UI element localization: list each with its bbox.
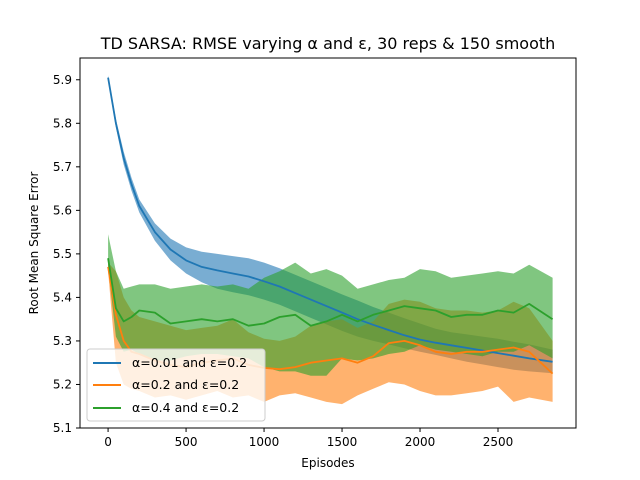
axes-frame bbox=[79, 57, 577, 429]
chart-title: TD SARSA: RMSE varying α and ε, 30 reps … bbox=[100, 34, 556, 53]
legend-box bbox=[86, 348, 266, 422]
x-tick-label: 2500 bbox=[483, 435, 514, 449]
band-series-3 bbox=[108, 234, 553, 376]
y-tick-label: 5.6 bbox=[53, 203, 72, 217]
x-axis-ticks: 0 500 1000 1500 2000 2500 bbox=[104, 428, 513, 449]
y-tick-label: 5.9 bbox=[53, 73, 72, 87]
line-series-1 bbox=[107, 77, 553, 363]
legend: α=0.01 and ε=0.2 α=0.2 and ε=0.2 α=0.4 a… bbox=[86, 348, 266, 422]
y-tick-label: 5.7 bbox=[53, 160, 72, 174]
x-tick-label: 500 bbox=[175, 435, 198, 449]
x-tick-label: 1000 bbox=[249, 435, 280, 449]
y-tick-label: 5.8 bbox=[53, 116, 72, 130]
x-tick-label: 2000 bbox=[405, 435, 436, 449]
legend-label-series-2: α=0.2 and ε=0.2 bbox=[132, 377, 239, 392]
legend-label-series-3: α=0.4 and ε=0.2 bbox=[132, 400, 239, 415]
y-tick-label: 5.3 bbox=[53, 334, 72, 348]
y-axis-ticks: 5.1 5.2 5.3 5.4 5.5 5.6 5.7 5.8 5.9 bbox=[53, 73, 80, 435]
x-tick-label: 1500 bbox=[327, 435, 358, 449]
y-axis-label: Root Mean Square Error bbox=[27, 172, 41, 315]
y-tick-label: 5.4 bbox=[53, 290, 72, 304]
legend-label-series-1: α=0.01 and ε=0.2 bbox=[132, 355, 247, 370]
y-tick-label: 5.5 bbox=[53, 247, 72, 261]
x-axis-label: Episodes bbox=[301, 456, 354, 470]
y-tick-label: 5.1 bbox=[53, 421, 72, 435]
line-series-3 bbox=[107, 258, 554, 327]
y-tick-label: 5.2 bbox=[53, 377, 72, 391]
x-tick-label: 0 bbox=[104, 435, 112, 449]
